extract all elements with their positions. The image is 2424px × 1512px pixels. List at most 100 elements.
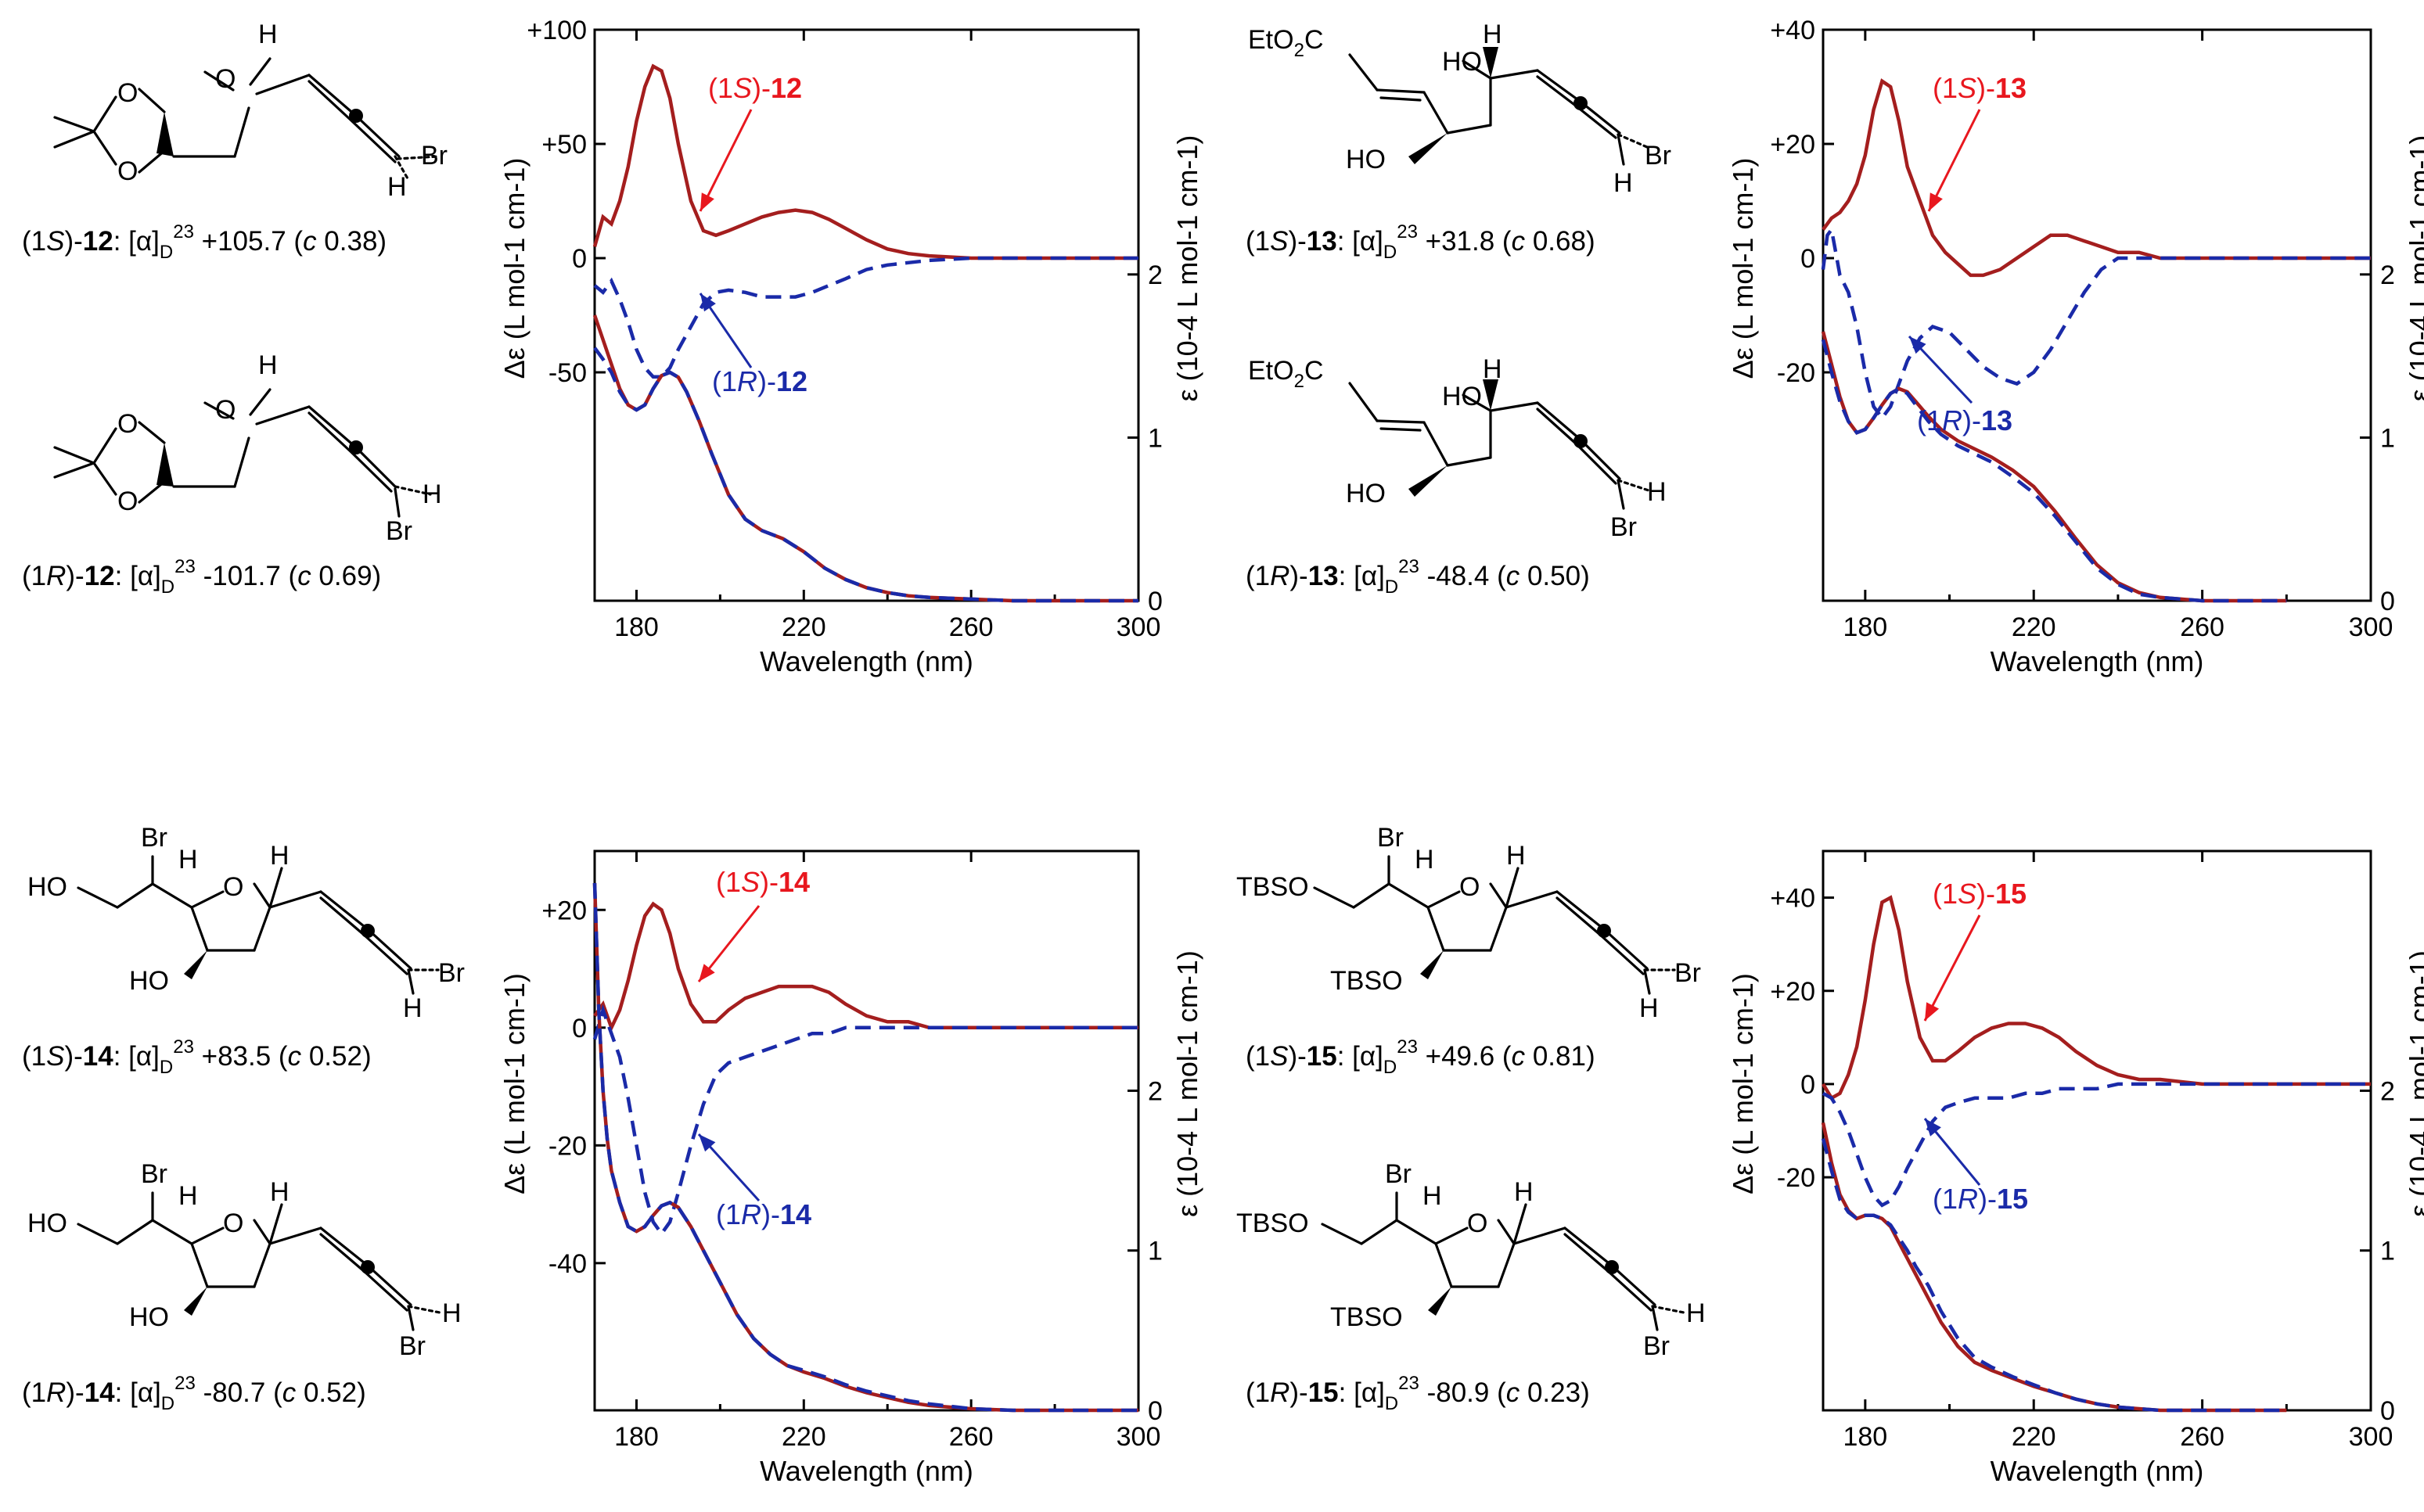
caption-1S-12: (1S)-12: [α]D23 +105.7 (c 0.38) (22, 221, 387, 263)
series-label: (1S)-15 (1933, 878, 2027, 910)
atom-label: Br (421, 141, 448, 171)
cd-chart-14: 180 220 260 300 +20 0 -20 -40 0 1 2 Wavelength (nm)… (498, 849, 1203, 1487)
series-line (592, 882, 1138, 1413)
atom-label: H (1506, 841, 1526, 871)
arrow-head (699, 1134, 716, 1152)
y-tick-label: -20 (548, 1131, 587, 1161)
series-line (592, 63, 1138, 260)
atom-label: TBSO (1236, 872, 1309, 902)
series-line (593, 347, 1138, 603)
atom-label: H (1613, 168, 1633, 198)
series-line (592, 1004, 1138, 1237)
label-arrow (1923, 914, 1981, 1022)
atom-label: O (223, 1209, 243, 1238)
x-tick-label: 180 (1843, 1422, 1887, 1452)
atom-label: H (270, 1177, 290, 1207)
y-tick-label: 0 (1800, 244, 1815, 274)
y-tick-label: +20 (541, 896, 587, 925)
structure-1S-15: TBSO Br H O H TBSO Br H (1236, 823, 1701, 1023)
atom-label: O (117, 409, 138, 439)
atom-label: HO (129, 966, 169, 996)
arrow-head (1925, 1002, 1940, 1021)
atom-label: Br (1610, 512, 1637, 542)
atom-label: H (270, 841, 290, 871)
y2-tick-label: 0 (1148, 1396, 1163, 1426)
y-tick-label: +40 (1770, 16, 1815, 45)
arrow-head (700, 293, 716, 312)
atom-label: TBSO (1330, 1302, 1403, 1332)
atom-label: O (117, 156, 138, 186)
x-axis-label: Wavelength (nm) (760, 645, 973, 677)
plot-frame (1822, 28, 2372, 602)
x-tick-label: 300 (2349, 1422, 2393, 1452)
x-tick-label: 260 (2180, 612, 2224, 642)
series-line (593, 256, 1138, 379)
atom-label: HO (1346, 479, 1386, 508)
structure-1S-14: HO Br H O H HO Br H (27, 823, 465, 1023)
series-label: (1R)-12 (712, 365, 807, 397)
atom-label: O (1459, 872, 1480, 902)
y-tick-label: +20 (1770, 130, 1815, 160)
atom-label: H (1483, 20, 1502, 49)
arrow-head (1925, 1119, 1941, 1137)
y-tick-label: 0 (572, 244, 587, 274)
y2-tick-label: 2 (2380, 260, 2395, 290)
cd-chart-13: 180 220 260 300 +40 +20 0 -20 0 1 2 Wavelength (nm)… (1727, 16, 2424, 677)
plot-frame (593, 28, 1140, 602)
series-line (1821, 1138, 2287, 1413)
x-tick-label: 260 (949, 1422, 994, 1452)
structure-1R-15: TBSO Br H O H TBSO H Br (1236, 1159, 1706, 1361)
caption-1R-13: (1R)-13: [α]D23 -48.4 (c 0.50) (1246, 556, 1590, 598)
y2-tick-label: 1 (1148, 423, 1163, 453)
x-tick-label: 300 (1117, 1422, 1161, 1452)
x-tick-label: 260 (2180, 1422, 2224, 1452)
atom-label: TBSO (1330, 966, 1403, 996)
plot-frame (593, 849, 1140, 1412)
atom-label: HO (1346, 145, 1386, 174)
atom-label: H (1639, 993, 1659, 1023)
atom-label: HO (1442, 382, 1482, 411)
atom-label: Br (1643, 1331, 1670, 1361)
y-tick-label: +100 (527, 16, 587, 45)
caption-1R-12: (1R)-12: [α]D23 -101.7 (c 0.69) (22, 556, 381, 598)
y2-axis-label: ε (10-4 L mol-1 cm-1) (2404, 950, 2424, 1217)
atom-label: O (117, 78, 138, 108)
y2-tick-label: 0 (1148, 587, 1163, 616)
structure-1R-12: O O O H H Br (53, 350, 442, 546)
atom-label: O (1467, 1209, 1487, 1238)
y-axis-label: Δε (L mol-1 cm-1) (1727, 158, 1759, 379)
atom-label: H (387, 172, 407, 202)
arrow-head (1909, 336, 1926, 354)
series-line (593, 901, 1138, 1033)
y2-tick-label: 0 (2380, 587, 2395, 616)
y-tick-label: 0 (572, 1014, 587, 1043)
y-tick-label: -20 (1777, 1163, 1815, 1193)
x-axis-label: Wavelength (nm) (1991, 645, 2204, 677)
atom-label: H (1483, 354, 1502, 384)
atom-label: H (442, 1298, 462, 1328)
atom-label: Br (1385, 1159, 1412, 1189)
atom-label: H (258, 350, 278, 380)
y-tick-label: 0 (1800, 1070, 1815, 1100)
x-tick-label: 300 (1117, 612, 1161, 642)
series-line (1822, 78, 2371, 278)
atom-label: Br (141, 823, 167, 853)
series-label: (1S)-14 (716, 866, 810, 898)
atom-label: TBSO (1236, 1209, 1309, 1238)
structure-1S-13: EtO2C HO H HO Br H (1248, 20, 1671, 198)
cd-chart-12: 180 220 260 300 +100 +50 0 -50 0 1 2 Wavelength (nm… (498, 16, 1203, 677)
x-tick-label: 260 (949, 612, 994, 642)
atom-label: EtO2C (1248, 356, 1324, 392)
atom-label: HO (1442, 47, 1482, 77)
y-tick-label: -20 (1777, 358, 1815, 388)
atom-label: HO (27, 1209, 67, 1238)
series-label: (1S)-12 (708, 72, 802, 104)
caption-1S-13: (1S)-13: [α]D23 +31.8 (c 0.68) (1246, 221, 1595, 263)
y2-tick-label: 2 (2380, 1076, 2395, 1106)
y-tick-label: +50 (541, 130, 587, 160)
atom-label: O (215, 395, 236, 425)
x-tick-label: 300 (2349, 612, 2393, 642)
series-line (1822, 1082, 2371, 1208)
series-label: (1S)-13 (1933, 72, 2027, 104)
